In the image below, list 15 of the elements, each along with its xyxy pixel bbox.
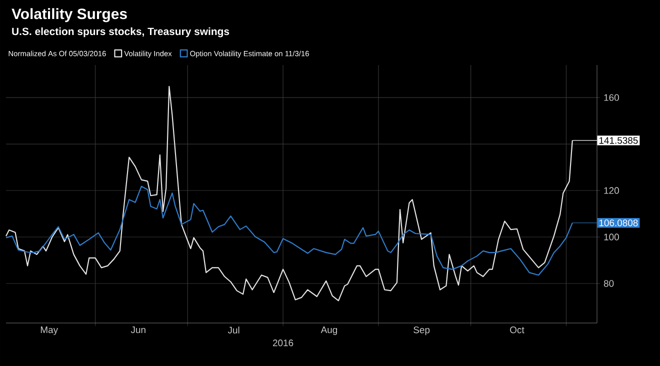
annotation: 141.5385	[599, 137, 638, 144]
x-axis-title: 2016	[272, 340, 294, 346]
x-tick-label: Sep	[414, 326, 430, 336]
y-tick-label: 120	[604, 187, 619, 194]
x-tick-label: May	[40, 326, 58, 335]
x-tick-label: Jun	[130, 326, 146, 334]
chart-subtitle: U.S. election spurs stocks, Treasury swings	[12, 27, 230, 38]
y-tick-label: 160	[604, 94, 619, 101]
y-tick-label: 80	[604, 280, 614, 287]
annotation: 106.0808	[599, 220, 638, 226]
x-tick-label: Aug	[320, 326, 338, 335]
x-tick-label: Oct	[510, 326, 524, 334]
x-tick-label: Jul	[228, 326, 240, 334]
chart-title: Volatility Surges	[12, 8, 127, 22]
y-tick-label: 100	[604, 234, 619, 240]
